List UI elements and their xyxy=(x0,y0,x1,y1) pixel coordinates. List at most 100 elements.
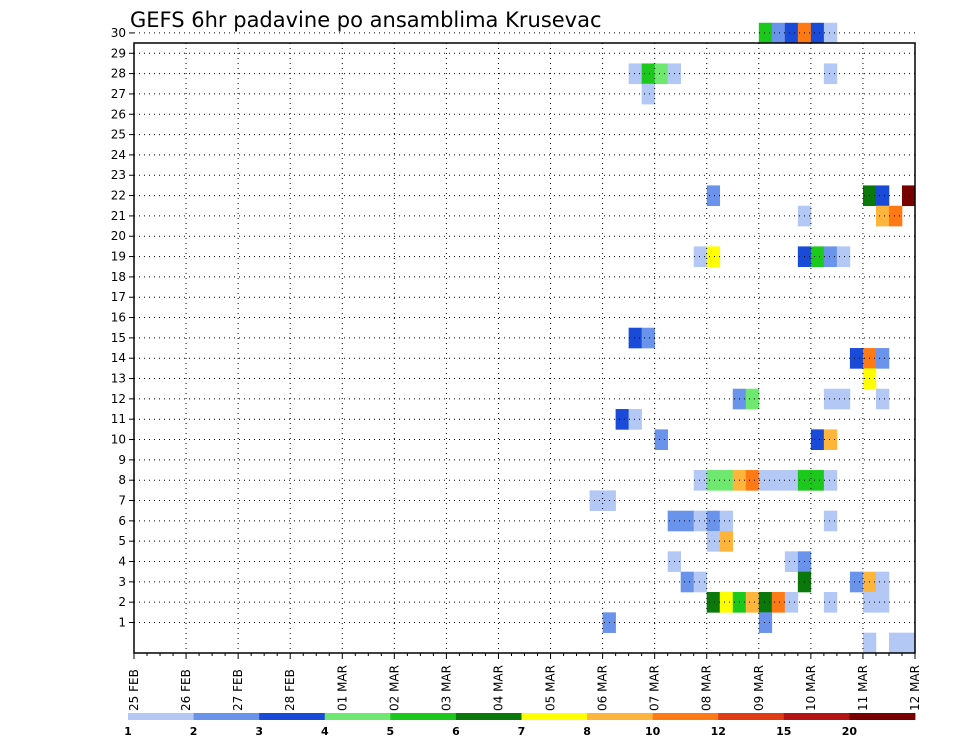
colorbar-label: 5 xyxy=(386,725,394,738)
heatmap-cell xyxy=(719,592,734,613)
y-tick-label: 9 xyxy=(118,453,126,467)
heatmap-cell xyxy=(706,246,721,268)
y-tick-label: 14 xyxy=(111,351,126,365)
x-tick-label: 04 MAR xyxy=(492,665,506,711)
x-tick-label: 11 MAR xyxy=(856,665,870,711)
heatmap-cell xyxy=(641,327,655,349)
heatmap-cell xyxy=(615,409,629,430)
colorbar-label: 15 xyxy=(776,725,791,738)
x-tick-label: 01 MAR xyxy=(335,665,349,711)
y-tick-label: 13 xyxy=(111,372,126,386)
heatmap-cell xyxy=(849,348,864,369)
x-tick-label: 10 MAR xyxy=(804,665,818,711)
heatmap-cell xyxy=(823,388,838,410)
colorbar-segment xyxy=(390,713,457,720)
colorbar-segment xyxy=(455,713,522,720)
y-tick-label: 3 xyxy=(118,575,126,589)
colorbar-label: 3 xyxy=(255,725,263,738)
heatmap-cell xyxy=(758,592,773,613)
heatmap-cell xyxy=(875,348,890,369)
colorbar-segment xyxy=(783,713,850,720)
colorbar-segment xyxy=(849,713,916,720)
heatmap-cell xyxy=(745,592,760,613)
y-tick-label: 15 xyxy=(111,331,126,345)
y-tick-label: 25 xyxy=(111,128,126,142)
heatmap-cell xyxy=(836,246,851,268)
heatmap-cell xyxy=(706,185,721,207)
heatmap-cell xyxy=(875,571,890,593)
heatmap-cell xyxy=(680,510,695,532)
colorbar-segment xyxy=(521,713,588,720)
heatmap-cell xyxy=(641,83,655,105)
x-tick-label: 12 MAR xyxy=(908,665,922,711)
y-tick-label: 30 xyxy=(111,26,126,40)
heatmap-cell xyxy=(771,592,786,613)
grid-lines xyxy=(134,32,915,653)
heatmap-cell xyxy=(810,246,825,268)
heatmap-cell xyxy=(823,510,838,532)
heatmap-cell xyxy=(693,571,708,593)
y-tick-label: 28 xyxy=(111,67,126,81)
y-tick-label: 2 xyxy=(118,595,126,609)
heatmap-cell xyxy=(693,246,708,268)
heatmap-cell xyxy=(693,470,708,491)
heatmap-cell xyxy=(641,63,655,85)
heatmap-cell xyxy=(628,409,642,430)
heatmap-cell xyxy=(849,571,864,593)
y-tick-label: 17 xyxy=(111,290,126,304)
y-tick-label: 20 xyxy=(111,229,126,243)
x-tick-label: 25 FEB xyxy=(127,669,141,711)
heatmap-cell xyxy=(823,63,838,85)
y-tick-label: 19 xyxy=(111,250,126,264)
x-tick-label: 05 MAR xyxy=(544,665,558,711)
heatmap-cell xyxy=(680,571,695,593)
y-tick-label: 18 xyxy=(111,270,126,284)
heatmap-cell xyxy=(888,632,903,654)
y-tick-label: 29 xyxy=(111,46,126,60)
heatmap-cell xyxy=(758,22,773,44)
colorbar-label: 2 xyxy=(190,725,198,738)
heatmap-cell xyxy=(706,531,721,552)
colorbar-segment xyxy=(128,713,194,720)
x-tick-label: 06 MAR xyxy=(596,665,610,711)
y-tick-label: 12 xyxy=(111,392,126,406)
heatmap-cell xyxy=(875,388,890,410)
y-tick-label: 26 xyxy=(111,107,126,121)
heatmap-cell xyxy=(719,510,734,532)
heatmap-cell xyxy=(784,22,799,44)
heatmap-cell xyxy=(706,510,721,532)
heatmap-cell xyxy=(836,388,851,410)
y-tick-label: 8 xyxy=(118,473,126,487)
colorbar-segment xyxy=(324,713,391,720)
heatmap-cell xyxy=(823,470,838,491)
y-tick-label: 5 xyxy=(118,534,126,548)
heatmap-cell xyxy=(901,632,916,654)
x-tick-label: 02 MAR xyxy=(387,665,401,711)
heatmap-cell xyxy=(758,470,773,491)
colorbar-label: 20 xyxy=(842,725,858,738)
y-tick-label: 10 xyxy=(111,433,126,447)
heatmap-cell xyxy=(693,510,708,532)
colorbar-label: 6 xyxy=(452,725,460,738)
y-tick-label: 22 xyxy=(111,189,126,203)
heatmap-cell xyxy=(875,205,890,227)
colorbar-segment xyxy=(193,713,260,720)
heatmap-cell xyxy=(706,592,721,613)
heatmap-cell xyxy=(628,63,642,85)
heatmap-cell xyxy=(654,63,668,85)
heatmap-cell xyxy=(862,632,877,654)
heatmap-cell xyxy=(771,22,786,44)
heatmap-cell xyxy=(706,470,721,491)
heatmap-cell xyxy=(810,470,825,491)
colorbar-label: 7 xyxy=(518,725,526,738)
colorbar-label: 8 xyxy=(583,725,591,738)
y-axis: 1234567891011121314151617181920212223242… xyxy=(111,26,134,630)
colorbar-label: 10 xyxy=(645,725,661,738)
colorbar-label: 4 xyxy=(321,725,329,738)
heatmap-cell xyxy=(823,22,838,44)
y-tick-label: 21 xyxy=(111,209,126,223)
colorbar-segment xyxy=(718,713,785,720)
heatmap-cell xyxy=(823,592,838,613)
colorbar-label: 1 xyxy=(124,725,132,738)
y-tick-label: 4 xyxy=(118,555,126,569)
